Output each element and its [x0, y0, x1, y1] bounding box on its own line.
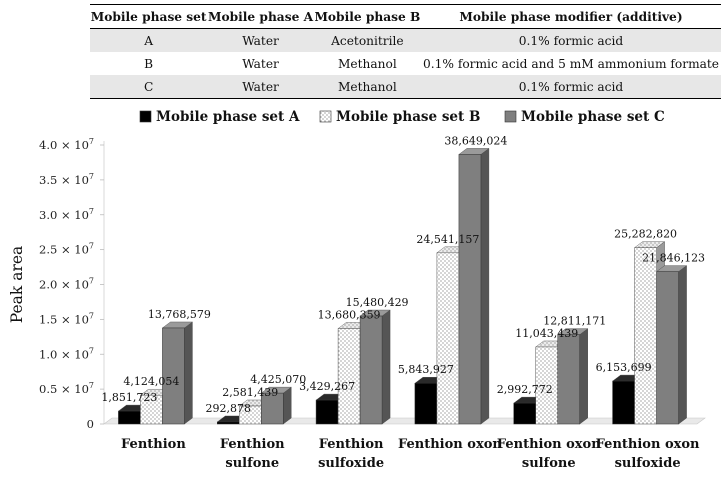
data-label: 3,429,267 — [299, 380, 355, 393]
x-category-label: Fenthion oxon — [497, 437, 601, 452]
table-header-row: Mobile phase set Mobile phase A Mobile p… — [90, 4, 721, 29]
data-label: 13,680,359 — [318, 309, 381, 322]
bar-side — [480, 148, 490, 425]
table-cell: A — [90, 28, 208, 52]
data-label: 5,843,927 — [398, 363, 454, 376]
chart-legend: Mobile phase set A Mobile phase set B Mobi… — [139, 109, 665, 125]
bar-front — [513, 402, 536, 425]
chart-bars — [117, 148, 688, 425]
header-mobile-phase-b: Mobile phase B — [313, 4, 421, 29]
legend-swatch — [319, 110, 332, 123]
bar — [359, 309, 391, 425]
x-category-label: Fenthion — [220, 437, 285, 452]
bar-side — [678, 265, 687, 425]
y-tick-label: 4.0 × 107 — [39, 137, 94, 152]
bar-front — [634, 247, 657, 425]
data-label: 21,846,123 — [642, 252, 705, 265]
x-category-label: sulfone — [522, 456, 576, 471]
x-category-label: Fenthion — [319, 437, 384, 452]
data-label: 2,992,772 — [497, 383, 553, 396]
bar-front — [359, 315, 383, 425]
y-tick-label: 2.0 × 107 — [39, 277, 94, 292]
legend-label: Mobile phase set A — [156, 109, 300, 125]
data-label: 25,282,820 — [614, 228, 677, 241]
mobile-phase-table: Mobile phase set Mobile phase A Mobile p… — [90, 4, 721, 99]
y-tick-label: 2.5 × 107 — [39, 242, 94, 257]
bar — [557, 328, 589, 425]
bar-front — [261, 392, 284, 425]
table-cell: 0.1% formic acid and 5 mM ammonium forma… — [422, 56, 719, 71]
y-tick-label: 1.0 × 107 — [39, 346, 94, 361]
header-mobile-phase-modifier: Mobile phase modifier (additive) — [420, 4, 721, 29]
bar-front — [458, 154, 482, 425]
bar-front — [315, 399, 339, 425]
table-row: B Water Methanol 0.1% formic acid and 5 … — [90, 52, 721, 75]
table-cell: Acetonitrile — [313, 28, 421, 52]
table-cell: Water — [207, 28, 314, 52]
bar-front — [118, 410, 141, 425]
y-tick-label: 3.5 × 107 — [39, 172, 94, 187]
bar-front — [656, 271, 679, 425]
data-label: 13,768,579 — [148, 308, 211, 321]
x-category-label: sulfoxide — [615, 456, 681, 471]
bar-side — [381, 309, 391, 425]
table-cell: Water — [242, 56, 279, 71]
bar — [458, 148, 490, 425]
table-row: C Water Methanol 0.1% formic acid — [90, 75, 721, 99]
bar-front — [217, 421, 240, 425]
y-tick-label: 3.0 × 107 — [39, 207, 94, 222]
bar-front — [162, 327, 185, 425]
data-label: 12,811,171 — [543, 315, 606, 328]
chart-data-labels: 1,851,723 4,124,054 13,768,579 292,878 2,581… — [101, 134, 705, 415]
bar-front — [414, 382, 438, 425]
bar-side — [283, 386, 292, 425]
legend-swatch — [139, 110, 152, 123]
table-cell: 0.1% formic acid — [420, 75, 721, 99]
data-label: 11,043,439 — [515, 327, 578, 340]
y-axis-title: Peak area — [8, 246, 26, 324]
bar — [161, 321, 194, 425]
bar-front — [612, 380, 635, 425]
bar-side — [184, 321, 193, 425]
x-category-label: sulfoxide — [318, 456, 384, 471]
bar — [655, 265, 688, 425]
bar-front — [337, 328, 361, 425]
table-cell: Methanol — [337, 56, 397, 71]
table-cell: C — [90, 75, 208, 99]
x-category-label: Fenthion — [121, 437, 186, 452]
bar-front — [436, 252, 460, 425]
table-cell: B — [144, 56, 154, 71]
data-label: 1,851,723 — [101, 391, 157, 404]
table-cell: Methanol — [313, 75, 421, 99]
x-category-label: Fenthion oxon — [596, 437, 700, 452]
data-label: 6,153,699 — [596, 361, 652, 374]
data-label: 24,541,157 — [416, 233, 479, 246]
legend-label: Mobile phase set C — [521, 109, 665, 125]
table-cell: Water — [207, 75, 314, 99]
bar — [260, 386, 292, 425]
data-label: 2,581,439 — [222, 386, 278, 399]
data-label: 4,425,070 — [250, 373, 306, 386]
data-label: 38,649,024 — [444, 134, 507, 147]
data-label: 292,878 — [206, 402, 252, 415]
header-mobile-phase-a: Mobile phase A — [207, 4, 314, 29]
x-category-label: sulfone — [225, 456, 279, 471]
y-tick-label: 1.5 × 107 — [39, 311, 94, 326]
bar-front — [557, 334, 580, 425]
y-tick-label: 0 — [87, 417, 94, 431]
legend-label: Mobile phase set B — [336, 109, 480, 125]
table-row: A Water Acetonitrile 0.1% formic acid — [90, 28, 721, 52]
data-label: 4,124,054 — [123, 375, 179, 388]
bar-side — [579, 328, 588, 425]
header-mobile-phase-set: Mobile phase set — [90, 4, 208, 29]
x-category-label: Fenthion oxon — [398, 437, 502, 452]
data-label: 15,480,429 — [346, 296, 409, 309]
chart-axes: 0 0.5 × 107 1.0 × 107 1.5 × 107 2.0 × 107 2.5… — [8, 137, 700, 471]
table-cell: 0.1% formic acid — [420, 28, 721, 52]
y-tick-label: 0.5 × 107 — [39, 381, 94, 396]
legend-swatch — [504, 110, 517, 123]
